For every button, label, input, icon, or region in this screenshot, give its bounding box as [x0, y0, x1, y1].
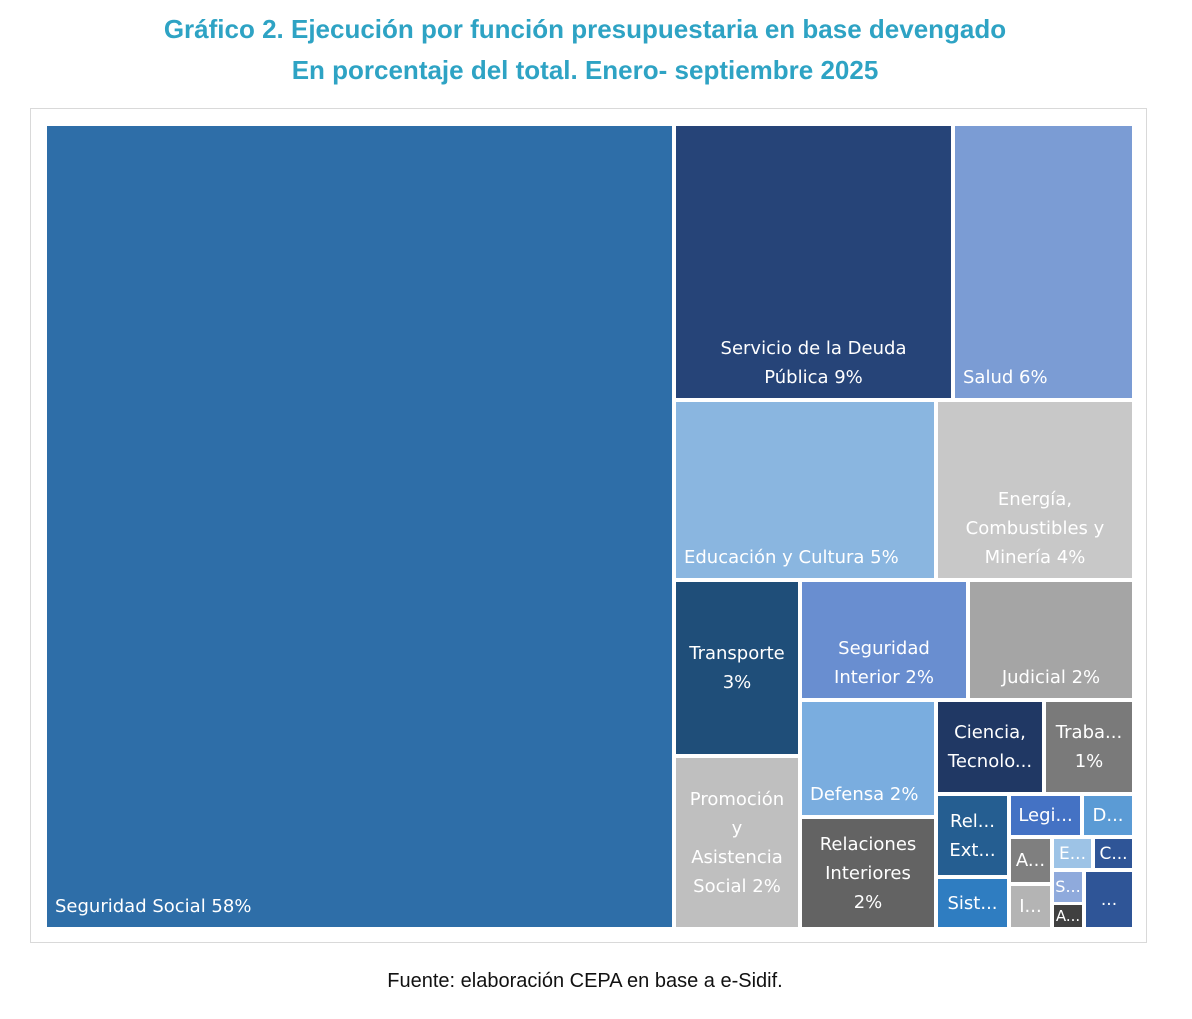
tile-label: Ciencia, Tecnolo... — [947, 722, 1033, 772]
treemap-tile: Promoción y Asistencia Social 2% — [676, 758, 798, 927]
treemap-tile: Ciencia, Tecnolo... — [938, 702, 1042, 792]
treemap-tile: D... — [1084, 796, 1132, 835]
tile-label: Legi... — [1018, 805, 1073, 826]
treemap-tile: A... — [1054, 905, 1082, 927]
treemap-tile: Defensa 2% — [802, 702, 934, 815]
treemap-tile: Educación y Cultura 5% — [676, 402, 934, 578]
treemap-tile: I... — [1011, 886, 1050, 927]
tile-label: A... — [1015, 849, 1046, 871]
tile-label: Transporte 3% — [689, 643, 785, 693]
treemap-tile: Energía, Combustibles y Minería 4% — [938, 402, 1132, 578]
tile-label: S... — [1055, 877, 1081, 896]
treemap-tile: A... — [1011, 839, 1050, 882]
treemap-tile: Transporte 3% — [676, 582, 798, 754]
chart-title: Gráfico 2. Ejecución por función presupu… — [163, 14, 1007, 44]
tile-label: Defensa 2% — [810, 784, 919, 805]
treemap-tile: S... — [1054, 872, 1082, 902]
tile-label: Rel... Ext... — [949, 810, 996, 861]
tile-label: D... — [1092, 804, 1124, 826]
treemap-tile: Servicio de la Deuda Pública 9% — [676, 126, 951, 398]
treemap-tile: ... — [1086, 872, 1132, 927]
tile-label: Traba... 1% — [1055, 722, 1123, 772]
tile-label: Promoción y Asistencia Social 2% — [689, 788, 785, 897]
treemap-tile: Rel... Ext... — [938, 796, 1007, 875]
tile-label: Relaciones Interiores 2% — [819, 833, 917, 913]
treemap-tile: Seguridad Social 58% — [47, 126, 672, 927]
treemap-tile: E... — [1054, 839, 1091, 868]
tile-label: C... — [1099, 843, 1128, 864]
treemap-tile: Traba... 1% — [1046, 702, 1132, 792]
treemap-tile: Relaciones Interiores 2% — [802, 819, 934, 927]
tile-label: Servicio de la Deuda Pública 9% — [720, 338, 907, 388]
treemap-tile: Seguridad Interior 2% — [802, 582, 966, 698]
tile-label: Energía, Combustibles y Minería 4% — [965, 489, 1105, 568]
source-note: Fuente: elaboración CEPA en base a e-Sid… — [387, 970, 783, 992]
treemap-tile: Legi... — [1011, 796, 1080, 835]
tile-label: Educación y Cultura 5% — [684, 547, 899, 568]
treemap-tile: Sist... — [938, 879, 1007, 927]
tile-label: Judicial 2% — [1001, 667, 1101, 688]
tile-label: Sist... — [947, 892, 998, 914]
treemap-tile: C... — [1095, 839, 1132, 868]
tile-label: A... — [1055, 907, 1081, 925]
tile-label: ... — [1100, 889, 1118, 910]
tile-label: Salud 6% — [963, 367, 1048, 388]
treemap-tile: Salud 6% — [955, 126, 1132, 398]
treemap-tile: Judicial 2% — [970, 582, 1132, 698]
tile-label: I... — [1019, 895, 1042, 917]
tile-label: Seguridad Interior 2% — [834, 638, 934, 688]
tile-label: Seguridad Social 58% — [55, 896, 252, 917]
tile-label: E... — [1059, 843, 1086, 864]
chart-frame — [30, 108, 1147, 943]
chart-subtitle: En porcentaje del total. Enero- septiemb… — [291, 55, 879, 85]
